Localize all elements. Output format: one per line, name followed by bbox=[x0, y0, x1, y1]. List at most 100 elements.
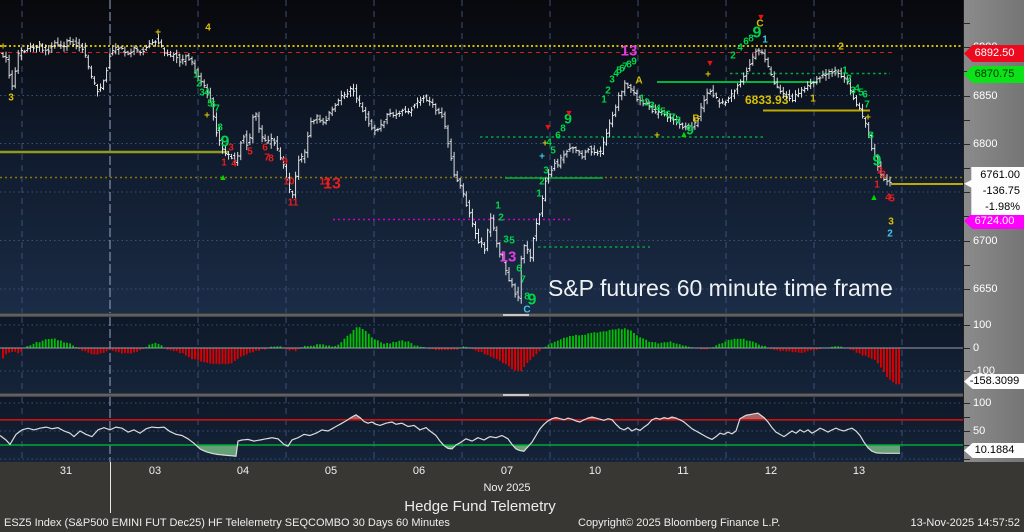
marker-green: 9 bbox=[631, 57, 637, 68]
marker-green: 3 bbox=[649, 101, 655, 112]
panel-separator[interactable] bbox=[0, 393, 1024, 397]
marker-green: 8 bbox=[217, 123, 223, 134]
quote-line: -136.75 bbox=[982, 185, 1020, 197]
separator-drag-handle[interactable] bbox=[503, 394, 529, 396]
marker-cyan: C bbox=[523, 305, 530, 314]
time-axis-footer: 31 03 04 05 06 07 10 11 12 13 Nov 2025 Hedge Fund… bbox=[0, 462, 1024, 532]
marker-green: 8 bbox=[626, 60, 632, 71]
marker-green: 5 bbox=[509, 236, 515, 247]
axis-tick-label: 50 bbox=[973, 425, 986, 437]
status-bar: ESZ5 Index (S&P500 EMINI FUT Dec25) HF T… bbox=[0, 516, 1024, 532]
price-badge: 6892.50 bbox=[964, 45, 1024, 62]
axis-tick-label: 100 bbox=[973, 319, 992, 331]
x-axis-label: 13 bbox=[852, 465, 866, 477]
marker-green: 4 bbox=[546, 138, 552, 149]
marker-red: 1 bbox=[874, 180, 880, 191]
marker-green: 1 bbox=[495, 201, 501, 212]
vertical-gridlines bbox=[21, 317, 903, 393]
study-value-badge: 10.1884 bbox=[964, 443, 1024, 458]
marker-green: 7 bbox=[214, 104, 220, 115]
marker-yellow: 3 bbox=[888, 217, 894, 228]
month-separator-line bbox=[110, 462, 111, 513]
marker-red: 11 bbox=[288, 198, 299, 209]
marker-green: 5 bbox=[550, 146, 556, 157]
marker-yellow: B bbox=[692, 114, 699, 125]
axis-tick bbox=[964, 168, 970, 169]
price-badge: 6724.00 bbox=[964, 213, 1024, 229]
panel-separator[interactable] bbox=[0, 313, 1024, 317]
up-arrow-icon: ▲ bbox=[870, 192, 879, 202]
marker-yellow: 4 bbox=[205, 23, 211, 34]
axis-tick-label: 6850 bbox=[973, 90, 998, 102]
separator-drag-handle[interactable] bbox=[503, 314, 529, 316]
study-value-badge: -158.3099 bbox=[964, 374, 1024, 389]
marker-red: 1 bbox=[221, 158, 227, 169]
marker-green: 2 bbox=[498, 213, 504, 224]
marker-red: 5 bbox=[889, 194, 895, 205]
price-axis[interactable]: 690068506800670066501000-100100506892.50… bbox=[963, 0, 1024, 462]
main-price-panel[interactable]: 6833.93 3 + +4 + + + + A B C 2 +1 3 1 2 3 4 5 6 7 8 9 1 2 3 5 6 7 8 9 1… bbox=[0, 0, 963, 313]
oscillator-chart[interactable] bbox=[0, 397, 963, 462]
oscillator-panel[interactable] bbox=[0, 397, 963, 462]
marker-green: 8 bbox=[675, 116, 681, 127]
histogram-negative-bars bbox=[2, 348, 900, 385]
marker-green: 2 bbox=[196, 79, 202, 90]
marker-green: 6 bbox=[210, 100, 216, 111]
axis-tick-label: 6700 bbox=[973, 235, 998, 247]
marker-yellow: + bbox=[654, 131, 660, 142]
marker-red: 6 bbox=[262, 143, 268, 154]
marker-green: 9 bbox=[686, 122, 694, 138]
down-arrow-icon: ▼ bbox=[544, 122, 553, 132]
x-axis-label: 05 bbox=[324, 465, 338, 477]
marker-yellow: + bbox=[0, 42, 6, 53]
marker-green: 2 bbox=[605, 86, 611, 97]
marker-green: 2 bbox=[539, 177, 545, 188]
oversold-fill bbox=[866, 445, 900, 454]
marker-red: 4 bbox=[885, 193, 891, 204]
marker-cyan: 1 bbox=[762, 35, 768, 46]
quote-line: 6761.00 bbox=[980, 169, 1020, 181]
price-badge: 6870.75 bbox=[964, 66, 1024, 83]
marker-magenta: 13 bbox=[621, 43, 638, 60]
marker-green: 6 bbox=[516, 264, 522, 275]
marker-yellow: + bbox=[705, 70, 711, 81]
marker-green: 1 bbox=[639, 94, 645, 105]
marker-green: 3 bbox=[850, 86, 856, 97]
marker-green: 4 bbox=[613, 69, 619, 80]
marker-green: 4 bbox=[854, 84, 860, 95]
down-arrow-icon: ▼ bbox=[565, 108, 574, 118]
axis-tick-label: 6650 bbox=[973, 283, 998, 295]
axis-tick bbox=[964, 96, 970, 97]
marker-green: 7 bbox=[864, 100, 870, 111]
marker-green: 6 bbox=[862, 90, 868, 101]
momentum-histogram-chart[interactable] bbox=[0, 317, 963, 393]
x-axis-label: 31 bbox=[59, 465, 73, 477]
marker-green: 9 bbox=[528, 292, 537, 309]
axis-tick-label: 100 bbox=[973, 397, 992, 409]
down-arrow-icon: ▼ bbox=[706, 58, 715, 68]
marker-yellow: 2 bbox=[838, 42, 844, 53]
oversold-fill bbox=[195, 445, 238, 457]
marker-green: 1 bbox=[536, 189, 542, 200]
marker-green: 2 bbox=[846, 74, 852, 85]
price-bars bbox=[1, 34, 892, 304]
marker-green: 9 bbox=[873, 153, 882, 170]
marker-green: 6 bbox=[619, 64, 625, 75]
horizontal-gridlines bbox=[0, 95, 963, 290]
axis-tick bbox=[964, 445, 970, 446]
axis-tick bbox=[964, 71, 970, 72]
x-axis-label: 11 bbox=[677, 465, 689, 477]
marker-green: 3 bbox=[199, 88, 205, 99]
last-price-quote-box: 6761.00 -136.75 -1.98% bbox=[964, 167, 1024, 215]
marker-red: 10 bbox=[283, 177, 295, 188]
marker-yellow: + bbox=[155, 28, 161, 39]
overbought-fill bbox=[347, 414, 363, 420]
up-arrow-icon: ▲ bbox=[680, 129, 689, 139]
marker-yellow: 1 bbox=[810, 94, 816, 105]
marker-yellow: C bbox=[756, 19, 763, 30]
marker-green: 7 bbox=[622, 62, 628, 73]
axis-tick bbox=[964, 325, 970, 326]
marker-green: 9 bbox=[221, 134, 230, 151]
momentum-histogram-panel[interactable] bbox=[0, 317, 963, 393]
